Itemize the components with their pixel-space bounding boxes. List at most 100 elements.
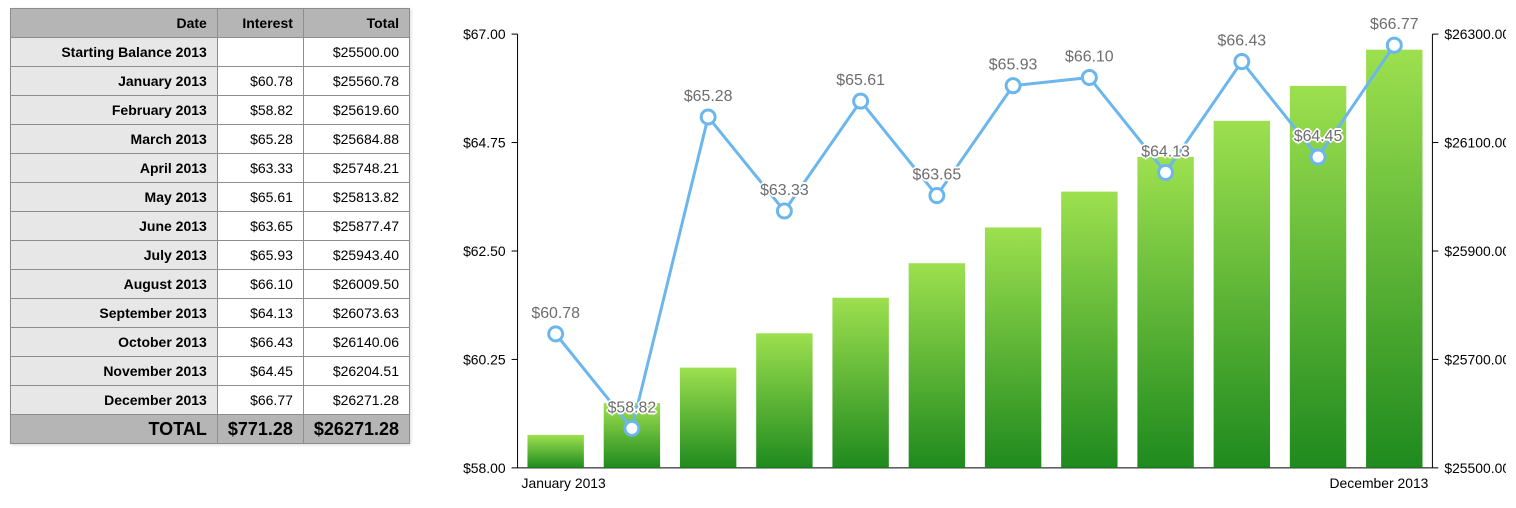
table-row: Starting Balance 2013 $25500.00 xyxy=(11,38,410,67)
bars-group xyxy=(527,50,1422,468)
line-marker xyxy=(1082,70,1096,84)
line-marker xyxy=(1311,150,1325,164)
line-marker xyxy=(1235,55,1249,69)
line-marker xyxy=(549,327,563,341)
row-label-cell: August 2013 xyxy=(11,270,218,299)
total-cell: $25619.60 xyxy=(303,96,409,125)
interest-cell xyxy=(217,38,303,67)
left-axis-tick: $60.25 xyxy=(463,351,506,367)
right-axis-tick: $25700.00 xyxy=(1444,351,1506,367)
left-axis-tick: $58.00 xyxy=(463,460,506,476)
line-marker xyxy=(625,421,639,435)
total-cell: $26009.50 xyxy=(303,270,409,299)
total-cell: $26140.06 xyxy=(303,328,409,357)
total-cell: $25748.21 xyxy=(303,154,409,183)
interest-cell: $64.13 xyxy=(217,299,303,328)
value-label: $64.13 xyxy=(1141,143,1190,160)
interest-cell: $65.28 xyxy=(217,125,303,154)
row-label-cell: May 2013 xyxy=(11,183,218,212)
chart-svg: $58.00$60.25$62.50$64.75$67.00$25500.00$… xyxy=(438,8,1506,500)
interest-cell: $65.93 xyxy=(217,241,303,270)
row-label-cell: November 2013 xyxy=(11,357,218,386)
total-label: TOTAL xyxy=(11,415,218,444)
line-marker xyxy=(701,110,715,124)
bar xyxy=(527,435,583,468)
total-cell: $25684.88 xyxy=(303,125,409,154)
bar xyxy=(756,333,812,468)
left-axis-tick: $67.00 xyxy=(463,26,506,42)
row-label-cell: February 2013 xyxy=(11,96,218,125)
markers-group: $60.78$58.82$65.28$63.33$65.61$63.65$65.… xyxy=(531,16,1418,435)
table-row: October 2013$66.43$26140.06 xyxy=(11,328,410,357)
row-label-cell: Starting Balance 2013 xyxy=(11,38,218,67)
row-label-cell: June 2013 xyxy=(11,212,218,241)
interest-cell: $64.45 xyxy=(217,357,303,386)
value-label: $58.82 xyxy=(608,399,657,416)
line-marker xyxy=(1387,38,1401,52)
interest-cell: $66.43 xyxy=(217,328,303,357)
value-label: $63.65 xyxy=(913,166,962,183)
line-marker xyxy=(1159,165,1173,179)
col-total: Total xyxy=(303,9,409,38)
row-label-cell: July 2013 xyxy=(11,241,218,270)
col-interest: Interest xyxy=(217,9,303,38)
left-axis-tick: $62.50 xyxy=(463,243,506,259)
right-axis-tick: $25900.00 xyxy=(1444,243,1506,259)
right-axis-tick: $25500.00 xyxy=(1444,460,1506,476)
row-label-cell: September 2013 xyxy=(11,299,218,328)
total-cell: $25560.78 xyxy=(303,67,409,96)
table-row: July 2013$65.93$25943.40 xyxy=(11,241,410,270)
row-label-cell: January 2013 xyxy=(11,67,218,96)
col-date: Date xyxy=(11,9,218,38)
interest-cell: $65.61 xyxy=(217,183,303,212)
value-label: $66.43 xyxy=(1218,32,1267,49)
value-label: $64.45 xyxy=(1294,128,1343,145)
value-label: $66.10 xyxy=(1065,48,1114,65)
line-marker xyxy=(1006,79,1020,93)
row-label-cell: December 2013 xyxy=(11,386,218,415)
total-cell: $25943.40 xyxy=(303,241,409,270)
interest-chart: $58.00$60.25$62.50$64.75$67.00$25500.00$… xyxy=(438,8,1506,500)
total-cell: $26073.63 xyxy=(303,299,409,328)
total-cell: $25813.82 xyxy=(303,183,409,212)
interest-cell: $63.65 xyxy=(217,212,303,241)
table-row: August 2013$66.10$26009.50 xyxy=(11,270,410,299)
line-marker xyxy=(930,189,944,203)
bar xyxy=(909,263,965,468)
x-axis-label: January 2013 xyxy=(522,475,606,491)
bar xyxy=(680,368,736,468)
value-label: $66.77 xyxy=(1370,16,1419,33)
interest-cell: $60.78 xyxy=(217,67,303,96)
bar xyxy=(1137,157,1193,468)
interest-cell: $66.77 xyxy=(217,386,303,415)
table-row: June 2013$63.65$25877.47 xyxy=(11,212,410,241)
total-balance: $26271.28 xyxy=(303,415,409,444)
right-axis-tick: $26300.00 xyxy=(1444,26,1506,42)
table-row: May 2013$65.61$25813.82 xyxy=(11,183,410,212)
interest-cell: $58.82 xyxy=(217,96,303,125)
value-label: $60.78 xyxy=(531,305,580,322)
right-axis-tick: $26100.00 xyxy=(1444,135,1506,151)
total-cell: $26204.51 xyxy=(303,357,409,386)
bar xyxy=(1366,50,1422,468)
row-label-cell: April 2013 xyxy=(11,154,218,183)
x-axis-label: December 2013 xyxy=(1330,475,1429,491)
bar xyxy=(985,227,1041,467)
table-row: December 2013$66.77$26271.28 xyxy=(11,386,410,415)
total-cell: $26271.28 xyxy=(303,386,409,415)
value-label: $65.28 xyxy=(684,88,733,105)
table-row: March 2013$65.28$25684.88 xyxy=(11,125,410,154)
value-label: $65.93 xyxy=(989,57,1038,74)
line-marker xyxy=(777,204,791,218)
balance-table: Date Interest Total Starting Balance 201… xyxy=(10,8,410,500)
row-label-cell: October 2013 xyxy=(11,328,218,357)
line-marker xyxy=(854,94,868,108)
total-cell: $25500.00 xyxy=(303,38,409,67)
total-cell: $25877.47 xyxy=(303,212,409,241)
table-row: September 2013$64.13$26073.63 xyxy=(11,299,410,328)
table-row: February 2013$58.82$25619.60 xyxy=(11,96,410,125)
value-label: $63.33 xyxy=(760,182,809,199)
bar xyxy=(1061,192,1117,468)
row-label-cell: March 2013 xyxy=(11,125,218,154)
table-row: April 2013$63.33$25748.21 xyxy=(11,154,410,183)
